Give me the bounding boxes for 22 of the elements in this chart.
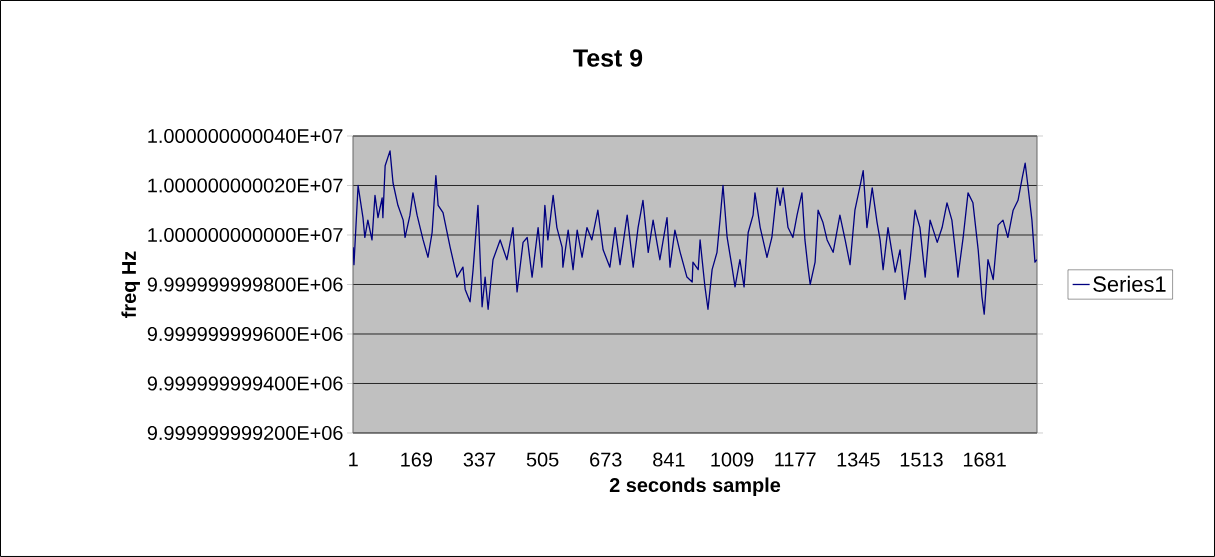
y-tick-label: 1.000000000040E+07 bbox=[148, 128, 343, 144]
x-tick-label: 337 bbox=[463, 452, 496, 467]
x-tick-label: 505 bbox=[526, 452, 559, 467]
x-tick-label: 169 bbox=[401, 452, 433, 467]
x-tick-label: 1513 bbox=[900, 452, 943, 467]
x-tick-label: 1 bbox=[349, 452, 358, 467]
x-tick-label: 1009 bbox=[711, 452, 754, 467]
y-tick-label: 1.000000000000E+07 bbox=[148, 227, 343, 243]
y-tick-label: 9.999999999400E+06 bbox=[147, 376, 343, 391]
y-tick-label: 9.999999999200E+06 bbox=[147, 425, 343, 441]
x-tick-label: 1345 bbox=[837, 452, 880, 467]
y-tick-label: 9.999999999800E+06 bbox=[147, 277, 343, 292]
y-axis-title: freq Hz bbox=[121, 251, 140, 318]
x-tick-label: 1681 bbox=[963, 452, 1006, 467]
y-tick-label: 9.999999999600E+06 bbox=[147, 326, 343, 342]
x-tick-label: 673 bbox=[590, 452, 622, 467]
x-tick-label: 1177 bbox=[775, 452, 816, 467]
x-axis-title: 2 seconds sample bbox=[609, 477, 781, 497]
chart-title: Test 9 bbox=[573, 49, 643, 67]
legend-label: Series1 bbox=[1093, 275, 1166, 292]
x-tick-label: 841 bbox=[653, 452, 685, 467]
y-tick-label: 1.000000000020E+07 bbox=[148, 178, 343, 193]
